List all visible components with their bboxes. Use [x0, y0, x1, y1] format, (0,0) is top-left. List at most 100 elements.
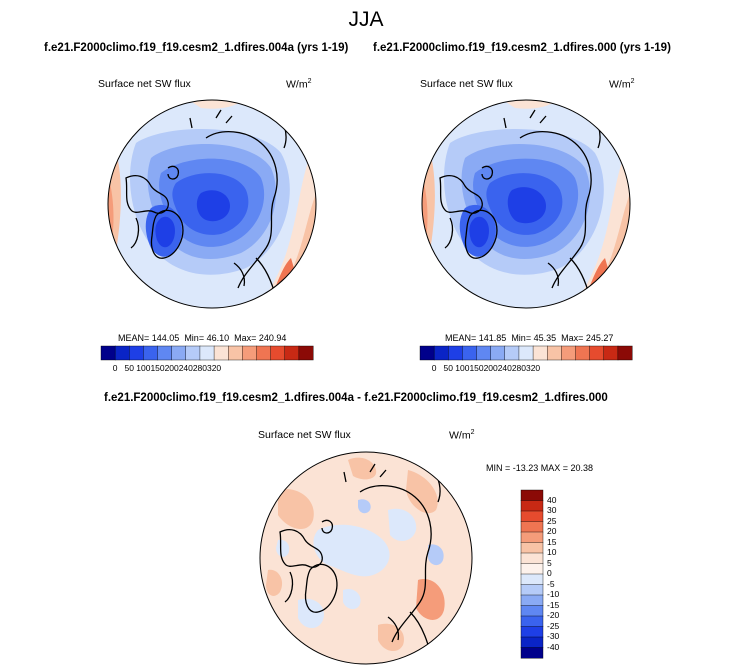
difference-colorbar-ticks: 40 30 25 20 15 10 5 0 -5 -10 -15 -20 -25 -30 -40 — [547, 490, 587, 658]
colorbar-swatch — [476, 345, 492, 361]
colorbar-swatch — [520, 573, 544, 586]
colorbar-swatch — [520, 542, 544, 554]
colorbar-swatch — [561, 345, 576, 361]
colorbar-tick-label: -10 — [547, 589, 560, 599]
colorbar-swatch — [617, 345, 633, 361]
colorbar-swatch — [520, 647, 544, 659]
colorbar-tick-label: 200 — [164, 363, 179, 373]
right-units-label: W/m2 — [609, 78, 635, 91]
colorbar-swatch — [520, 552, 544, 565]
left-coastline-canada — [125, 175, 169, 214]
colorbar-tick-label: 50 — [443, 363, 453, 373]
colorbar-tick-label: 0 — [547, 568, 552, 578]
left-variable-label: Surface net SW flux — [98, 78, 191, 90]
colorbar-tick-label: -40 — [547, 641, 560, 652]
difference-coastline-greenland — [304, 563, 338, 613]
colorbar-tick-label: 150 — [469, 363, 484, 373]
colorbar-tick-label: 5 — [547, 557, 552, 568]
left-coastline-greenland — [150, 209, 184, 259]
colorbar-tick-label: 10 — [547, 547, 557, 557]
difference-units-label: W/m2 — [449, 429, 475, 442]
colorbar-swatch — [520, 636, 544, 649]
colorbar-swatch — [490, 345, 506, 361]
colorbar-swatch — [171, 345, 187, 361]
colorbar-swatch — [520, 563, 544, 575]
colorbar-swatch — [520, 521, 544, 533]
colorbar-tick-label: 50 — [124, 363, 134, 373]
right-variable-label: Surface net SW flux — [420, 78, 513, 90]
right-colorbar-ticks: 0 50 100 150 200 240 280 320 — [420, 363, 632, 375]
colorbar-swatch — [114, 345, 130, 361]
colorbar-tick-label: 320 — [206, 363, 222, 373]
difference-colorbar — [520, 489, 544, 659]
right-min-label: Min= 45.35 — [511, 333, 557, 343]
colorbar-swatch — [256, 345, 272, 361]
colorbar-swatch — [518, 345, 534, 361]
colorbar-swatch — [100, 345, 116, 361]
left-min-label: Min= 46.10 — [184, 333, 230, 343]
left-colorbar — [100, 345, 314, 361]
colorbar-swatch — [575, 345, 591, 361]
colorbar-swatch — [504, 345, 520, 361]
left-max-label: Max= 240.94 — [234, 333, 287, 343]
left-colorbar-ticks: 0 50 100 150 200 240 280 320 — [101, 363, 313, 375]
page-title: JJA — [348, 8, 384, 31]
right-mean-label: MEAN= 141.85 — [445, 333, 507, 343]
colorbar-swatch — [199, 345, 215, 361]
colorbar-tick-label: -15 — [547, 599, 560, 610]
colorbar-tick-label: 240 — [497, 363, 512, 373]
colorbar-swatch — [129, 345, 144, 361]
left-mean-label: MEAN= 144.05 — [118, 333, 180, 343]
difference-variable-label: Surface net SW flux — [258, 429, 351, 441]
colorbar-swatch — [520, 605, 544, 617]
right-coastline-greenland — [464, 209, 498, 259]
colorbar-swatch — [532, 345, 548, 361]
colorbar-tick-label: 320 — [525, 363, 541, 373]
colorbar-tick-label: 200 — [483, 363, 498, 373]
left-coastline-eurasia — [205, 131, 278, 289]
difference-polar-map — [259, 451, 473, 665]
colorbar-swatch — [284, 345, 300, 361]
colorbar-tick-label: 150 — [150, 363, 165, 373]
right-max-label: Max= 245.27 — [561, 333, 614, 343]
right-panel-title: f.e21.F2000climo.f19_f19.cesm2_1.dfires.… — [373, 42, 671, 54]
colorbar-swatch — [603, 345, 619, 361]
colorbar-swatch — [520, 594, 544, 607]
right-colorbar — [419, 345, 633, 361]
difference-coastline-eurasia — [359, 485, 432, 643]
colorbar-tick-label: 280 — [511, 363, 527, 373]
colorbar-swatch — [520, 584, 544, 596]
right-coastline-canada — [439, 175, 483, 214]
right-polar-map — [421, 99, 631, 309]
difference-minmax-label: MIN = -13.23 MAX = 20.38 — [486, 463, 594, 473]
colorbar-tick-label: 280 — [192, 363, 208, 373]
colorbar-swatch — [270, 345, 286, 361]
right-coastline-eurasia — [519, 131, 592, 289]
colorbar-tick-label: 0 — [112, 363, 118, 373]
colorbar-swatch — [448, 345, 463, 361]
colorbar-tick-label: 20 — [547, 526, 557, 536]
difference-panel-title: f.e21.F2000climo.f19_f19.cesm2_1.dfires.… — [104, 392, 608, 404]
colorbar-swatch — [433, 345, 449, 361]
colorbar-swatch — [419, 345, 435, 361]
colorbar-tick-label: 100 — [455, 363, 470, 373]
colorbar-tick-label: -25 — [547, 620, 560, 631]
difference-coastline-canada — [279, 529, 323, 568]
colorbar-tick-label: 240 — [178, 363, 193, 373]
colorbar-swatch — [520, 489, 544, 502]
colorbar-swatch — [298, 345, 314, 361]
colorbar-tick-label: 30 — [547, 505, 557, 515]
left-panel-title: f.e21.F2000climo.f19_f19.cesm2_1.dfires.… — [44, 42, 349, 54]
colorbar-swatch — [227, 345, 243, 361]
colorbar-swatch — [242, 345, 257, 361]
colorbar-tick-label: -5 — [547, 578, 555, 589]
colorbar-swatch — [520, 500, 544, 512]
colorbar-swatch — [520, 510, 544, 523]
colorbar-swatch — [589, 345, 605, 361]
left-stats: MEAN= 144.05 Min= 46.10 Max= 240.94 — [118, 333, 286, 343]
left-units-label: W/m2 — [286, 78, 312, 91]
colorbar-tick-label: 15 — [547, 536, 557, 547]
colorbar-tick-label: -20 — [547, 610, 560, 620]
colorbar-tick-label: -30 — [547, 631, 560, 641]
colorbar-swatch — [546, 345, 562, 361]
